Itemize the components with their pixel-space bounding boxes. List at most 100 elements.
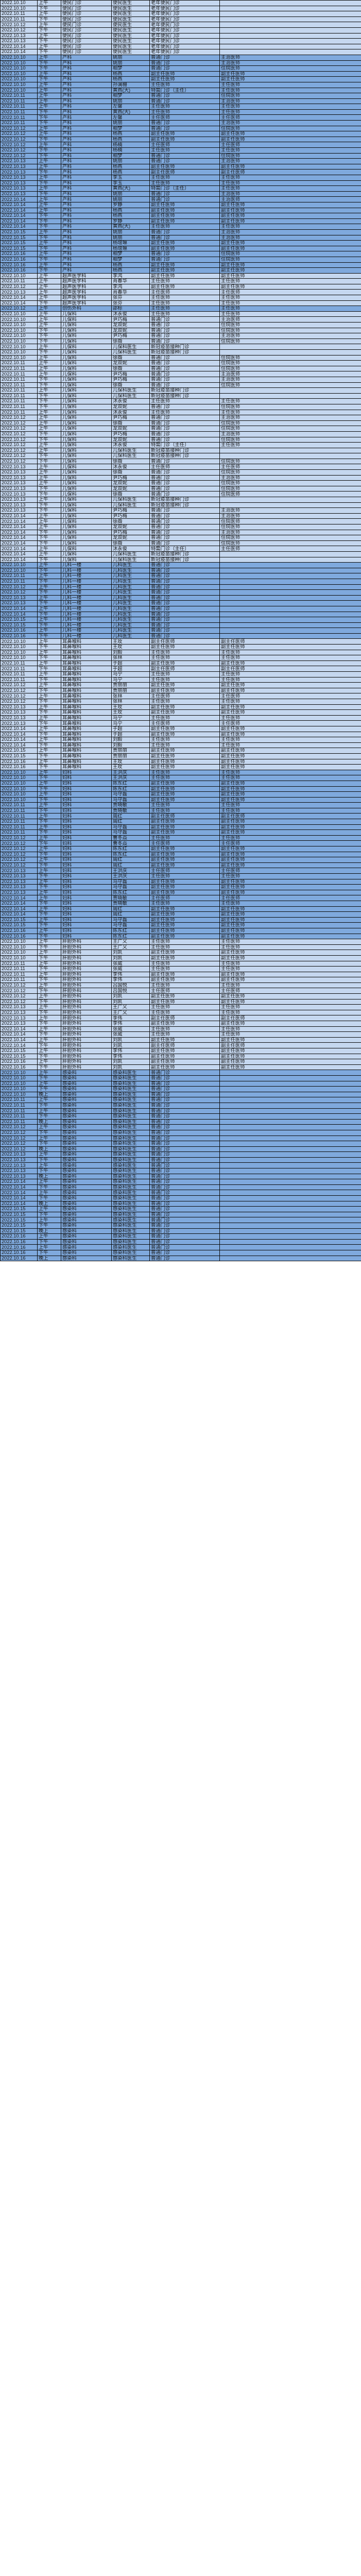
cell-date: 2022.10.14 <box>0 900 38 907</box>
cell-period: 下午 <box>37 1157 61 1163</box>
cell-date: 2022.10.12 <box>0 998 38 1005</box>
cell-doctor: 感染科医生 <box>111 1151 150 1158</box>
cell-doctor: 徐薇 <box>111 469 150 476</box>
cell-doctor-title <box>219 1118 361 1125</box>
cell-department: 儿保科 <box>61 426 112 432</box>
cell-doctor-title <box>219 344 361 350</box>
table-row: 2022.10.16 下午 感染科 感染科医生 普通门诊 <box>0 1249 361 1256</box>
cell-department: 产科 <box>61 229 112 235</box>
table-row: 2022.10.16 上午 产科 杨燕 副主任医师 副主任医师 <box>0 262 361 268</box>
cell-date: 2022.10.13 <box>0 884 38 890</box>
cell-clinic-type: 特需门诊（主任） <box>149 442 220 448</box>
cell-doctor-title: 住院医师 <box>219 518 361 524</box>
cell-doctor: 感染科医生 <box>111 1080 150 1087</box>
cell-clinic-type: 主任医师 <box>149 464 220 470</box>
cell-doctor-title: 副主任医师 <box>219 862 361 869</box>
cell-doctor-title: 住院医师 <box>219 524 361 530</box>
cell-clinic-type: 主任医师 <box>149 895 220 901</box>
cell-doctor-title <box>219 497 361 503</box>
cell-clinic-type: 副主任医师 <box>149 786 220 792</box>
cell-department: 产科 <box>61 256 112 263</box>
cell-clinic-type: 普通门诊 <box>149 1091 220 1098</box>
cell-doctor: 感染科医生 <box>111 1118 150 1125</box>
cell-clinic-type: 主任医师 <box>149 104 220 110</box>
cell-department: 耳鼻喉科 <box>61 704 112 710</box>
cell-doctor: 杨燕 <box>111 169 150 175</box>
cell-department: 产科 <box>61 158 112 164</box>
table-row: 2022.10.10 下午 妇科 马守磊 副主任医师 副主任医师 <box>0 796 361 803</box>
cell-doctor: 姚丽 <box>111 54 150 61</box>
cell-date: 2022.10.16 <box>0 628 38 634</box>
cell-date: 2022.10.14 <box>0 1190 38 1196</box>
cell-period: 上午 <box>37 878 61 885</box>
table-row: 2022.10.12 下午 便民门诊 便民医生 老年便民门诊 <box>0 27 361 33</box>
table-row: 2022.10.10 下午 肝胆外科 刘凯 副主任医师 副主任医师 <box>0 955 361 961</box>
cell-doctor: 沐永俊 <box>111 398 150 404</box>
cell-clinic-type: 普通门诊 <box>149 229 220 235</box>
cell-doctor-title: 主任医师 <box>219 87 361 94</box>
cell-doctor: 便民医生 <box>111 43 150 50</box>
table-row: 2022.10.14 上午 产科 姚丽 普通门诊 主治医师 <box>0 196 361 202</box>
cell-period: 上午 <box>37 868 61 874</box>
cell-doctor-title <box>219 1108 361 1114</box>
cell-clinic-type: 主任医师 <box>149 147 220 154</box>
cell-doctor-title: 副主任医师 <box>219 218 361 225</box>
cell-doctor-title: 主任医师 <box>219 802 361 808</box>
cell-period: 下午 <box>37 458 61 465</box>
cell-doctor-title: 主任医师 <box>219 1004 361 1010</box>
cell-department: 儿保科 <box>61 387 112 394</box>
cell-period: 下午 <box>37 393 61 399</box>
table-row: 2022.10.15 下午 产科 杨增琳 副主任医师 副主任医师 <box>0 245 361 252</box>
cell-doctor: 感染科医生 <box>111 1075 150 1081</box>
cell-date: 2022.10.10 <box>0 54 38 61</box>
cell-doctor-title <box>219 1124 361 1130</box>
cell-clinic-type: 主任医师 <box>149 289 220 296</box>
table-row: 2022.10.12 上午 肝胆外科 吕国悦 主任医师 主任医师 <box>0 982 361 989</box>
cell-doctor: 便民医生 <box>111 32 150 39</box>
cell-department: 肝胆外科 <box>61 1064 112 1071</box>
cell-date: 2022.10.10 <box>0 769 38 776</box>
table-row: 2022.10.16 下午 儿科一楼 儿科医生 普通门诊 <box>0 633 361 639</box>
cell-date: 2022.10.12 <box>0 862 38 869</box>
table-row: 2022.10.11 上午 妇科 周红 副主任医师 副主任医师 <box>0 813 361 820</box>
table-row: 2022.10.14 上午 儿保科 徐薇 普通门诊 住院医师 <box>0 518 361 524</box>
cell-doctor: 儿保科医生 <box>111 349 150 355</box>
cell-clinic-type: 老年便民门诊 <box>149 22 220 28</box>
cell-date: 2022.10.12 <box>0 1146 38 1153</box>
cell-clinic-type: 副主任医师 <box>149 922 220 928</box>
cell-clinic-type: 特需门诊（主任） <box>149 185 220 192</box>
cell-clinic-type: 副主任医师 <box>149 169 220 175</box>
cell-doctor-title: 主任医师 <box>219 295 361 301</box>
cell-date: 2022.10.15 <box>0 229 38 235</box>
cell-clinic-type: 副主任医师 <box>149 262 220 268</box>
cell-period: 下午 <box>37 977 61 983</box>
cell-department: 产科 <box>61 196 112 202</box>
table-row: 2022.10.14 下午 耳鼻喉科 刘毅 主任医师 主任医师 <box>0 742 361 749</box>
table-row: 2022.10.13 下午 感染科 感染科医生 普通门诊 <box>0 1157 361 1163</box>
cell-doctor: 龙双妮 <box>111 426 150 432</box>
table-row: 2022.10.14 上午 产科 罗静 副主任医师 副主任医师 <box>0 201 361 208</box>
cell-date: 2022.10.13 <box>0 1173 38 1180</box>
cell-department: 产科 <box>61 147 112 154</box>
table-row: 2022.10.13 上午 耳鼻喉科 马宁 主任医师 主任医师 <box>0 715 361 721</box>
table-row: 2022.10.15 下午 妇科 马守磊 副主任医师 副主任医师 <box>0 922 361 928</box>
cell-period: 上午 <box>37 1097 61 1103</box>
cell-period: 上午 <box>37 1151 61 1158</box>
cell-doctor: 贾丽丽 <box>111 753 150 759</box>
cell-period: 上午 <box>37 360 61 366</box>
table-row: 2022.10.14 下午 产科 杨燕 副主任医师 副主任医师 <box>0 213 361 219</box>
cell-department: 产科 <box>61 93 112 99</box>
cell-period: 下午 <box>37 1042 61 1048</box>
cell-department: 耳鼻喉科 <box>61 742 112 749</box>
table-row: 2022.10.13 下午 妇科 王洪庆 主任医师 主任医师 <box>0 873 361 879</box>
cell-clinic-type: 副主任医师 <box>149 1059 220 1065</box>
table-row: 2022.10.12 上午 妇科 陈东红 副主任医师 副主任医师 <box>0 846 361 852</box>
cell-department: 肝胆外科 <box>61 1031 112 1038</box>
cell-clinic-type: 普通门诊 <box>149 1135 220 1142</box>
cell-period: 上午 <box>37 426 61 432</box>
cell-doctor: 徐薇 <box>111 491 150 498</box>
cell-doctor: 儿保科医生 <box>111 344 150 350</box>
cell-doctor-title <box>219 22 361 28</box>
cell-clinic-type: 主任医师 <box>149 81 220 88</box>
cell-clinic-type: 主任医师 <box>149 676 220 683</box>
